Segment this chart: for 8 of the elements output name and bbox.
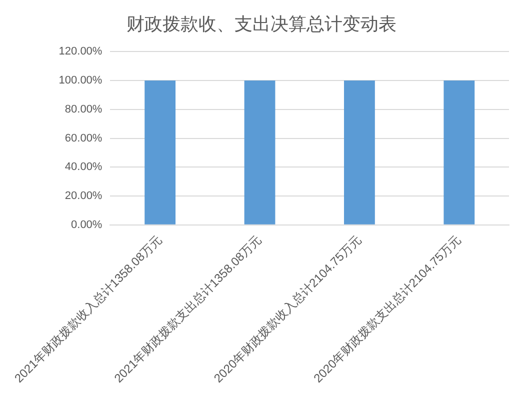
chart-title: 财政拨款收、支出决算总计变动表 — [126, 14, 396, 34]
y-tick-label: 120.00% — [58, 46, 102, 58]
y-tick-label: 100.00% — [58, 74, 102, 87]
y-tick-label: 80.00% — [64, 103, 102, 116]
y-tick-label: 60.00% — [64, 132, 102, 144]
y-tick-label: 40.00% — [64, 161, 102, 174]
y-tick-label: 0.00% — [71, 218, 102, 231]
y-tick-label: 20.00% — [64, 190, 102, 202]
